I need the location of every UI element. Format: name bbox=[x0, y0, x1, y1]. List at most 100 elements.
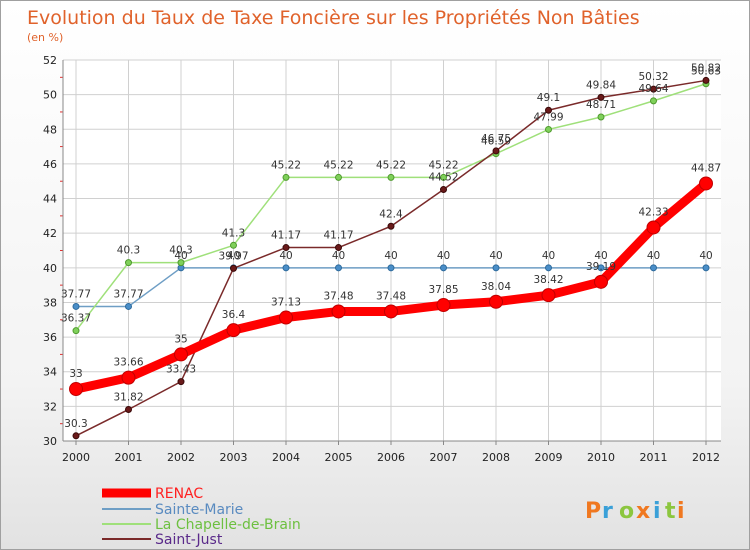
data-label-la-chapelle-de-brain: 47.99 bbox=[533, 111, 563, 123]
y-tick-label: 52 bbox=[43, 54, 57, 67]
data-label-sainte-marie: 40 bbox=[594, 250, 607, 262]
data-label-saint-just: 39.97 bbox=[218, 250, 248, 262]
data-point-sainte-marie bbox=[72, 302, 80, 310]
data-point-la-chapelle-de-brain bbox=[177, 259, 185, 267]
data-point-la-chapelle-de-brain bbox=[545, 125, 552, 133]
data-label-sainte-marie: 40 bbox=[384, 250, 397, 262]
legend-label-la-chapelle-de-brain: La Chapelle-de-Brain bbox=[155, 517, 301, 533]
data-labels: 37.77 37.77 40 40 40 40 40 40 40 40 40 40 40 36.37 40.… bbox=[61, 62, 721, 429]
data-label-la-chapelle-de-brain: 46.59 bbox=[481, 136, 511, 148]
data-point-saint-just bbox=[492, 147, 500, 155]
y-tick-label: 44 bbox=[43, 193, 57, 206]
data-point-la-chapelle-de-brain bbox=[650, 97, 657, 105]
data-label-renac: 42.33 bbox=[638, 206, 668, 218]
x-tick-label: 2005 bbox=[325, 451, 353, 464]
data-point-sainte-marie bbox=[282, 264, 290, 272]
data-label-la-chapelle-de-brain: 41.3 bbox=[222, 227, 245, 239]
data-point-saint-just bbox=[650, 85, 657, 93]
data-label-la-chapelle-de-brain: 45.22 bbox=[376, 159, 406, 171]
data-point-renac bbox=[226, 323, 241, 338]
data-point-sainte-marie bbox=[650, 264, 657, 272]
data-label-saint-just: 41.17 bbox=[271, 230, 301, 242]
data-point-renac bbox=[594, 274, 608, 289]
logo-letter: i bbox=[677, 499, 685, 524]
data-label-sainte-marie: 40 bbox=[489, 250, 502, 262]
data-label-saint-just: 33.43 bbox=[166, 364, 196, 376]
data-label-sainte-marie: 37.77 bbox=[113, 288, 143, 300]
data-label-saint-just: 46.75 bbox=[481, 133, 511, 145]
legend-label-sainte-marie: Sainte-Marie bbox=[155, 502, 243, 518]
data-point-la-chapelle-de-brain bbox=[125, 259, 132, 267]
y-tick-label: 30 bbox=[43, 435, 57, 448]
y-tick-label: 32 bbox=[43, 400, 57, 413]
chart-subtitle: (en %) bbox=[27, 31, 63, 44]
data-label-la-chapelle-de-brain: 36.37 bbox=[61, 313, 91, 325]
y-tick-label: 46 bbox=[43, 158, 57, 171]
y-tick-label: 50 bbox=[43, 89, 57, 102]
data-label-la-chapelle-de-brain: 48.71 bbox=[586, 99, 616, 111]
data-label-la-chapelle-de-brain: 40.3 bbox=[117, 245, 140, 257]
y-tick-label: 40 bbox=[43, 262, 57, 275]
data-point-renac bbox=[436, 298, 451, 313]
x-tick-label: 2006 bbox=[377, 451, 405, 464]
x-tick-label: 2004 bbox=[272, 451, 300, 464]
data-label-renac: 37.13 bbox=[271, 297, 301, 309]
data-label-la-chapelle-de-brain: 49.64 bbox=[638, 83, 668, 95]
data-label-saint-just: 42.4 bbox=[379, 208, 403, 220]
data-label-saint-just: 50.32 bbox=[638, 71, 668, 83]
data-point-saint-just bbox=[335, 244, 342, 252]
y-tick-label: 42 bbox=[43, 227, 57, 240]
y-tick-label: 34 bbox=[43, 366, 57, 379]
logo-letter: o bbox=[619, 499, 634, 524]
logo-letter: x bbox=[636, 499, 650, 524]
data-label-sainte-marie: 40 bbox=[227, 250, 240, 262]
data-point-saint-just bbox=[230, 264, 237, 272]
data-label-sainte-marie: 40 bbox=[542, 250, 555, 262]
data-label-renac: 39.19 bbox=[586, 261, 616, 273]
x-tick-label: 2010 bbox=[587, 451, 615, 464]
x-tick-label: 2008 bbox=[482, 451, 510, 464]
data-point-saint-just bbox=[177, 378, 185, 386]
data-point-sainte-marie bbox=[545, 264, 552, 272]
data-label-sainte-marie: 40 bbox=[332, 250, 345, 262]
legend-label-renac: RENAC bbox=[155, 486, 203, 502]
data-point-saint-just bbox=[282, 244, 290, 252]
data-point-saint-just bbox=[387, 222, 395, 230]
data-point-la-chapelle-de-brain bbox=[440, 173, 447, 181]
data-point-sainte-marie bbox=[440, 264, 447, 272]
data-point-renac bbox=[279, 310, 293, 325]
data-label-saint-just: 41.17 bbox=[323, 230, 353, 242]
data-point-renac bbox=[489, 294, 503, 309]
data-label-saint-just: 49.1 bbox=[537, 92, 560, 104]
data-point-la-chapelle-de-brain bbox=[335, 173, 342, 181]
data-label-saint-just: 30.3 bbox=[64, 418, 87, 430]
data-label-saint-just: 31.82 bbox=[113, 391, 143, 403]
data-label-renac: 44.87 bbox=[691, 162, 721, 174]
x-tick-label: 2009 bbox=[535, 451, 563, 464]
data-point-sainte-marie bbox=[335, 264, 342, 272]
x-tick-label: 2012 bbox=[692, 451, 720, 464]
data-point-saint-just bbox=[440, 186, 447, 194]
data-point-renac bbox=[541, 288, 556, 303]
data-label-sainte-marie: 40 bbox=[699, 250, 712, 262]
y-tick-label: 48 bbox=[43, 123, 57, 136]
data-label-sainte-marie: 40 bbox=[437, 250, 450, 262]
data-point-saint-just bbox=[597, 93, 605, 101]
data-label-la-chapelle-de-brain: 45.22 bbox=[428, 159, 458, 171]
x-tick-label: 2011 bbox=[640, 451, 668, 464]
data-label-renac: 36.4 bbox=[222, 309, 246, 321]
logo-letter: t bbox=[665, 499, 676, 524]
x-tick-label: 2003 bbox=[220, 451, 248, 464]
plot-area bbox=[63, 60, 721, 441]
data-label-la-chapelle-de-brain: 45.22 bbox=[271, 159, 301, 171]
data-point-saint-just bbox=[702, 76, 710, 84]
data-point-renac bbox=[699, 176, 713, 191]
legend-label-saint-just: Saint-Just bbox=[155, 532, 223, 548]
data-point-renac bbox=[331, 304, 346, 319]
data-point-sainte-marie bbox=[125, 302, 132, 310]
data-point-sainte-marie bbox=[492, 264, 500, 272]
data-point-renac bbox=[69, 382, 83, 397]
data-label-renac: 37.48 bbox=[376, 290, 406, 302]
y-tick-label: 36 bbox=[43, 331, 57, 344]
